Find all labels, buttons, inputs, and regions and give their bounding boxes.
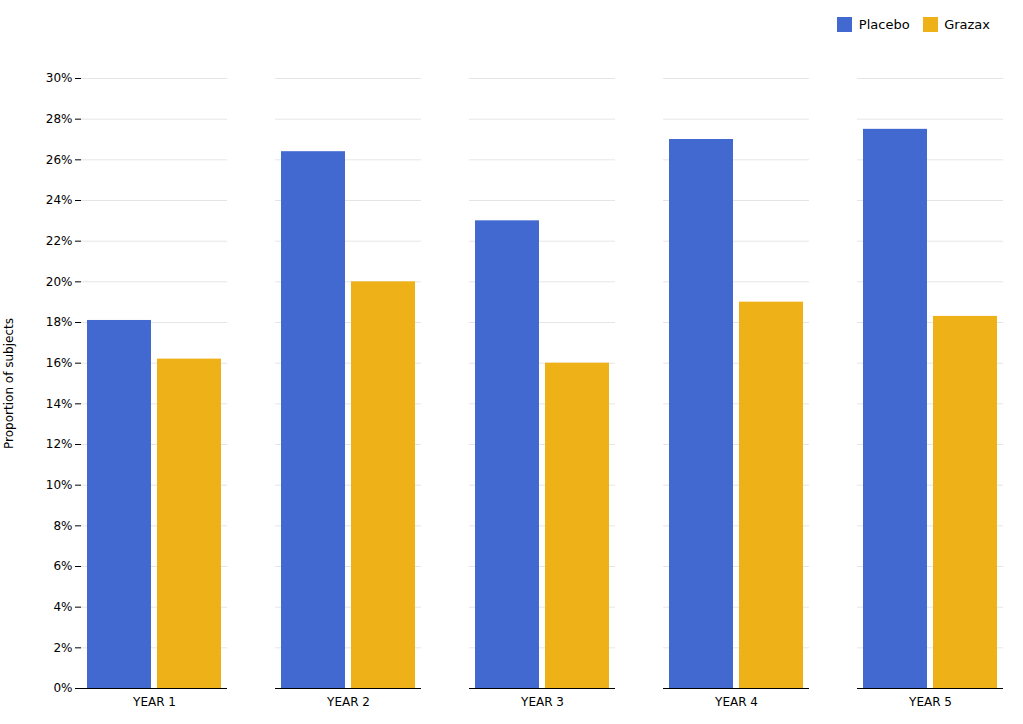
svg-text:8%: 8% xyxy=(53,518,72,532)
svg-text:18%: 18% xyxy=(46,315,73,329)
svg-text:6%: 6% xyxy=(53,559,72,573)
svg-text:YEAR 5: YEAR 5 xyxy=(908,695,952,709)
html-text:Placebo: Placebo xyxy=(858,17,910,32)
svg-text:24%: 24% xyxy=(46,193,73,207)
svg-text:22%: 22% xyxy=(46,234,73,248)
svg-text:10%: 10% xyxy=(46,478,73,492)
svg-text:2%: 2% xyxy=(53,640,72,654)
svg-text:26%: 26% xyxy=(46,152,73,166)
svg-text:30%: 30% xyxy=(46,71,73,85)
svg-text:12%: 12% xyxy=(46,437,73,451)
svg-text:Proportion of subjects: Proportion of subjects xyxy=(2,318,16,449)
svg-text:16%: 16% xyxy=(46,356,73,370)
svg-text:28%: 28% xyxy=(46,112,73,126)
svg-text:YEAR 1: YEAR 1 xyxy=(132,695,176,709)
svg-text:YEAR 2: YEAR 2 xyxy=(326,695,370,709)
html-text:Grazax: Grazax xyxy=(944,17,990,32)
svg-text:20%: 20% xyxy=(46,274,73,288)
svg-text:YEAR 3: YEAR 3 xyxy=(520,695,564,709)
svg-text:14%: 14% xyxy=(46,396,73,410)
svg-text:0%: 0% xyxy=(53,681,72,695)
svg-text:4%: 4% xyxy=(53,600,72,614)
svg-text:YEAR 4: YEAR 4 xyxy=(714,695,758,709)
